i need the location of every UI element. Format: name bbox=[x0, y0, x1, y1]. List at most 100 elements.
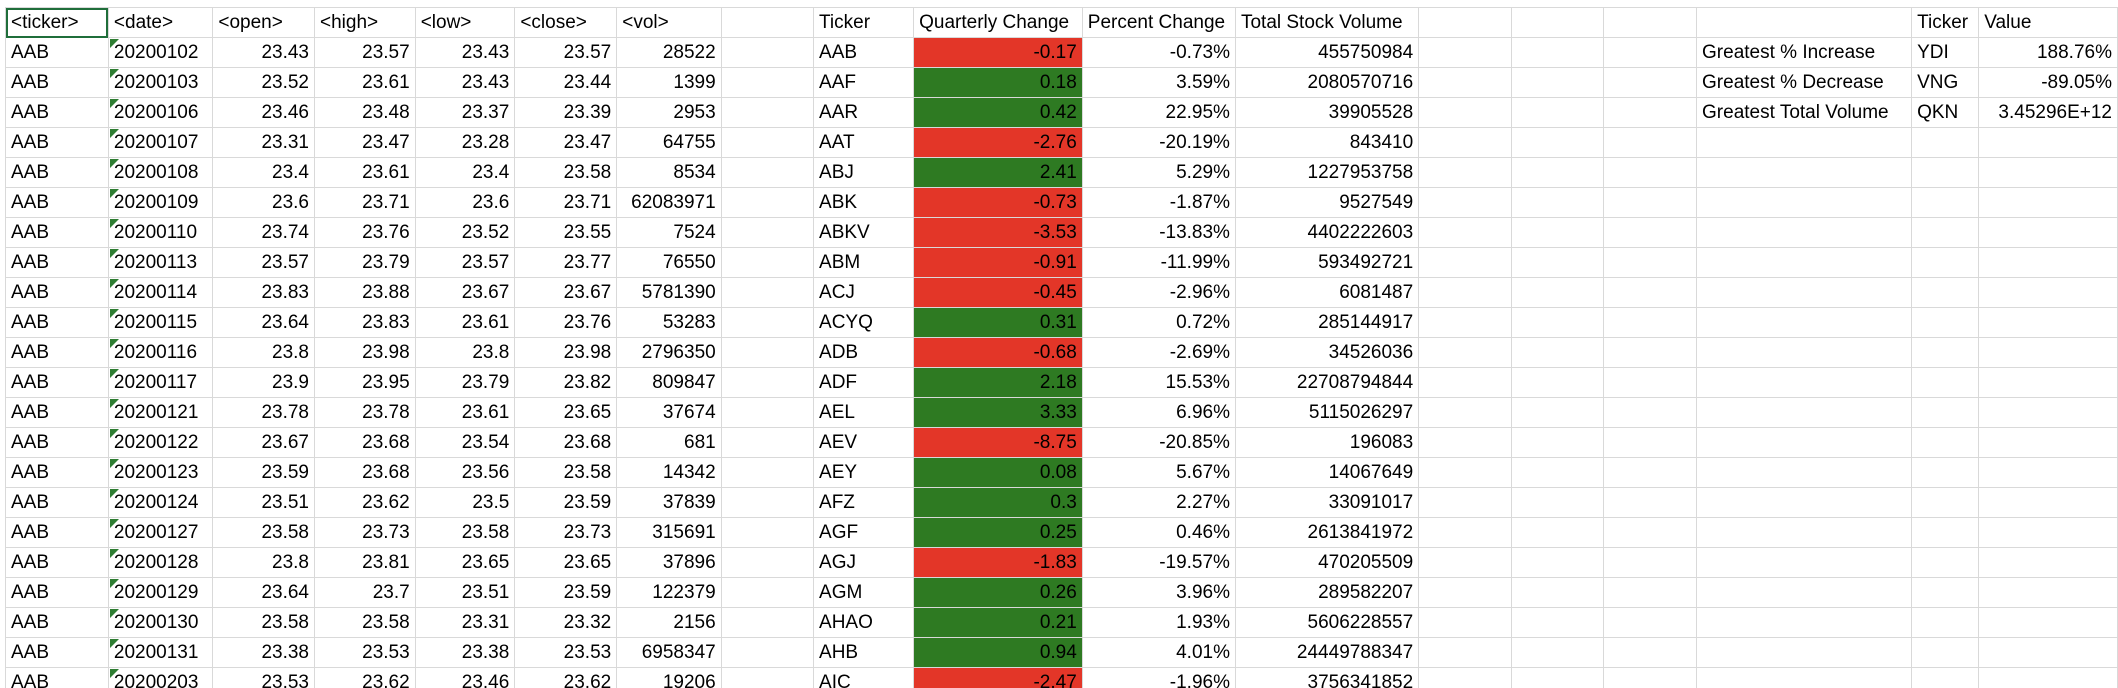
empty-cell[interactable] bbox=[1603, 367, 1698, 398]
ticker-cell[interactable]: AAB bbox=[5, 217, 109, 248]
open-cell[interactable]: 23.38 bbox=[212, 637, 315, 668]
empty-cell[interactable] bbox=[1418, 667, 1512, 688]
ticker-cell[interactable]: AAB bbox=[5, 487, 109, 518]
low-cell[interactable]: 23.67 bbox=[415, 277, 516, 308]
close-cell[interactable]: 23.67 bbox=[514, 277, 618, 308]
close-cell[interactable]: 23.73 bbox=[514, 517, 618, 548]
vol-cell[interactable]: 122379 bbox=[616, 577, 722, 608]
total-volume-cell[interactable]: 470205509 bbox=[1235, 547, 1420, 578]
quarterly-change-cell[interactable]: 2.41 bbox=[913, 157, 1083, 188]
vol-cell[interactable]: 19206 bbox=[616, 667, 722, 688]
empty-cell[interactable] bbox=[1511, 487, 1604, 518]
empty-cell[interactable] bbox=[1418, 217, 1512, 248]
empty-cell[interactable] bbox=[721, 97, 815, 128]
percent-change-cell[interactable]: 0.72% bbox=[1082, 307, 1236, 338]
close-cell[interactable]: 23.55 bbox=[514, 217, 618, 248]
low-cell[interactable]: 23.56 bbox=[415, 457, 516, 488]
total-volume-cell[interactable]: 5115026297 bbox=[1235, 397, 1420, 428]
summary-ticker-cell[interactable]: AEY bbox=[813, 457, 915, 488]
close-cell[interactable]: 23.77 bbox=[514, 247, 618, 278]
empty-cell[interactable] bbox=[1911, 367, 1980, 398]
empty-cell[interactable] bbox=[1978, 667, 2118, 688]
empty-cell[interactable] bbox=[1418, 187, 1512, 218]
empty-cell[interactable] bbox=[1978, 457, 2118, 488]
empty-cell[interactable] bbox=[1603, 487, 1698, 518]
date-cell[interactable]: 20200114 bbox=[108, 277, 214, 308]
close-cell[interactable]: 23.65 bbox=[514, 397, 618, 428]
empty-cell[interactable] bbox=[1603, 127, 1698, 158]
empty-cell[interactable] bbox=[1978, 217, 2118, 248]
total-volume-cell[interactable]: 2080570716 bbox=[1235, 67, 1420, 98]
high-cell[interactable]: 23.79 bbox=[314, 247, 416, 278]
empty-cell[interactable] bbox=[721, 67, 815, 98]
empty-cell[interactable] bbox=[1911, 217, 1980, 248]
open-cell[interactable]: 23.9 bbox=[212, 367, 315, 398]
empty-cell[interactable] bbox=[1911, 667, 1980, 688]
empty-cell[interactable] bbox=[1418, 97, 1512, 128]
summary-ticker-cell[interactable]: AIC bbox=[813, 667, 915, 688]
percent-change-cell[interactable]: 2.27% bbox=[1082, 487, 1236, 518]
vol-cell[interactable]: 681 bbox=[616, 427, 722, 458]
close-cell[interactable]: 23.76 bbox=[514, 307, 618, 338]
greatest-ticker-cell[interactable]: YDI bbox=[1911, 37, 1980, 68]
greatest-header-cell[interactable]: Ticker bbox=[1911, 7, 1980, 38]
empty-cell[interactable] bbox=[1696, 517, 1913, 548]
percent-change-cell[interactable]: 0.46% bbox=[1082, 517, 1236, 548]
empty-cell[interactable] bbox=[1911, 577, 1980, 608]
open-cell[interactable]: 23.59 bbox=[212, 457, 315, 488]
vol-cell[interactable]: 76550 bbox=[616, 247, 722, 278]
high-cell[interactable]: 23.88 bbox=[314, 277, 416, 308]
quarterly-change-cell[interactable]: -0.68 bbox=[913, 337, 1083, 368]
open-cell[interactable]: 23.74 bbox=[212, 217, 315, 248]
quarterly-change-cell[interactable]: 0.25 bbox=[913, 517, 1083, 548]
low-cell[interactable]: 23.52 bbox=[415, 217, 516, 248]
empty-cell[interactable] bbox=[1511, 607, 1604, 638]
summary-ticker-cell[interactable]: AHB bbox=[813, 637, 915, 668]
summary-header-cell[interactable]: Total Stock Volume bbox=[1235, 7, 1420, 38]
date-cell[interactable]: 20200116 bbox=[108, 337, 214, 368]
vol-cell[interactable]: 37896 bbox=[616, 547, 722, 578]
total-volume-cell[interactable]: 455750984 bbox=[1235, 37, 1420, 68]
percent-change-cell[interactable]: 22.95% bbox=[1082, 97, 1236, 128]
empty-cell[interactable] bbox=[1603, 307, 1698, 338]
empty-cell[interactable] bbox=[1978, 367, 2118, 398]
total-volume-cell[interactable]: 34526036 bbox=[1235, 337, 1420, 368]
date-cell[interactable]: 20200121 bbox=[108, 397, 214, 428]
empty-cell[interactable] bbox=[1418, 607, 1512, 638]
empty-cell[interactable] bbox=[721, 577, 815, 608]
empty-cell[interactable] bbox=[1911, 277, 1980, 308]
empty-cell[interactable] bbox=[1696, 547, 1913, 578]
empty-cell[interactable] bbox=[1696, 667, 1913, 688]
quarterly-change-cell[interactable]: -2.76 bbox=[913, 127, 1083, 158]
empty-cell[interactable] bbox=[1511, 157, 1604, 188]
empty-cell[interactable] bbox=[1696, 127, 1913, 158]
close-cell[interactable]: 23.32 bbox=[514, 607, 618, 638]
close-cell[interactable]: 23.57 bbox=[514, 37, 618, 68]
greatest-value-cell[interactable]: -89.05% bbox=[1978, 67, 2118, 98]
open-cell[interactable]: 23.57 bbox=[212, 247, 315, 278]
percent-change-cell[interactable]: 3.96% bbox=[1082, 577, 1236, 608]
empty-cell[interactable] bbox=[721, 367, 815, 398]
percent-change-cell[interactable]: -20.85% bbox=[1082, 427, 1236, 458]
raw-header-cell[interactable]: <ticker> bbox=[5, 7, 109, 38]
date-cell[interactable]: 20200109 bbox=[108, 187, 214, 218]
empty-cell[interactable] bbox=[1978, 397, 2118, 428]
greatest-header-cell[interactable]: Value bbox=[1978, 7, 2118, 38]
empty-cell[interactable] bbox=[721, 517, 815, 548]
open-cell[interactable]: 23.6 bbox=[212, 187, 315, 218]
open-cell[interactable]: 23.8 bbox=[212, 547, 315, 578]
open-cell[interactable]: 23.52 bbox=[212, 67, 315, 98]
empty-cell[interactable] bbox=[1603, 607, 1698, 638]
high-cell[interactable]: 23.98 bbox=[314, 337, 416, 368]
low-cell[interactable]: 23.46 bbox=[415, 667, 516, 688]
ticker-cell[interactable]: AAB bbox=[5, 187, 109, 218]
ticker-cell[interactable]: AAB bbox=[5, 397, 109, 428]
empty-cell[interactable] bbox=[721, 427, 815, 458]
close-cell[interactable]: 23.47 bbox=[514, 127, 618, 158]
percent-change-cell[interactable]: 6.96% bbox=[1082, 397, 1236, 428]
empty-cell[interactable] bbox=[1696, 157, 1913, 188]
high-cell[interactable]: 23.76 bbox=[314, 217, 416, 248]
date-cell[interactable]: 20200203 bbox=[108, 667, 214, 688]
low-cell[interactable]: 23.4 bbox=[415, 157, 516, 188]
